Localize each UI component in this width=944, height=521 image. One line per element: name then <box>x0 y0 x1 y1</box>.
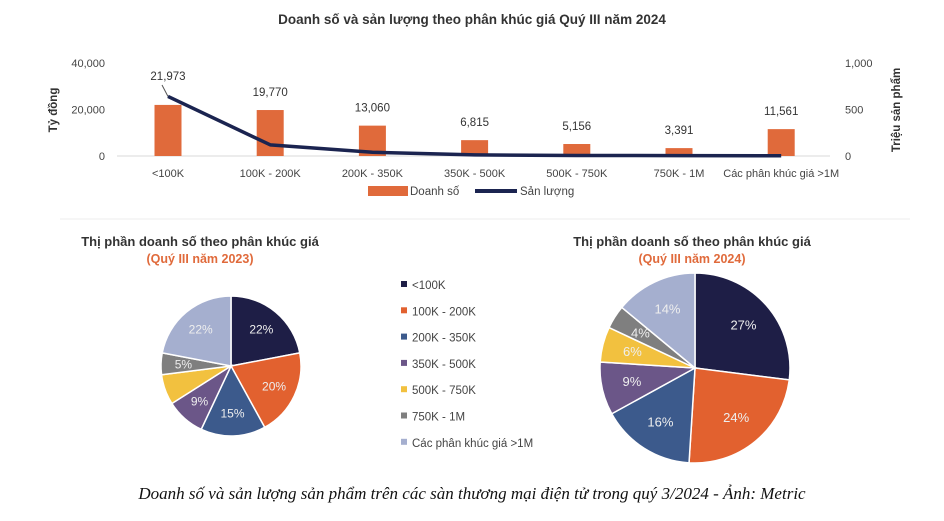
legend-label: 200K - 350K <box>412 333 476 345</box>
bar-data-label: 11,561 <box>764 106 798 118</box>
pie-data-label: 20% <box>262 379 286 393</box>
y2-tick-label: 1,000 <box>845 58 873 70</box>
x-tick-label: 350K - 500K <box>444 168 506 180</box>
bar-data-label: 21,973 <box>150 71 185 83</box>
y2-tick-label: 0 <box>845 151 851 163</box>
bar <box>461 140 489 156</box>
x-tick-label: 500K - 750K <box>546 168 608 180</box>
bar-data-label: 19,770 <box>253 87 288 99</box>
pie-data-label: 27% <box>730 317 756 332</box>
legend-label: Sản lượng <box>520 186 574 198</box>
legend-label: Các phân khúc giá >1M <box>412 438 533 450</box>
pie-subtitle: (Quý III năm 2024) <box>639 252 746 266</box>
pie-data-label: 5% <box>175 358 193 372</box>
bar-data-label: 3,391 <box>665 125 694 137</box>
x-tick-label: Các phân khúc giá >1M <box>723 168 839 180</box>
pie-slice <box>620 272 696 370</box>
pie-data-label: 4% <box>631 325 650 340</box>
pie-data-label: 24% <box>723 410 749 425</box>
pie-data-label: 9% <box>623 374 642 389</box>
legend-swatch <box>401 386 407 393</box>
x-tick-label: <100K <box>152 168 185 180</box>
pie-title: Thị phần doanh số theo phân khúc giá <box>81 234 319 249</box>
pie-slice <box>694 272 791 381</box>
pie-data-label: 22% <box>249 322 273 336</box>
legend-label: 350K - 500K <box>412 359 476 371</box>
pie-slice <box>229 352 302 429</box>
y-tick-label: 0 <box>99 151 105 163</box>
pie-data-label: 6% <box>623 344 642 359</box>
pie-data-label: 16% <box>647 415 673 430</box>
legend-swatch <box>401 281 407 287</box>
pie-slice <box>230 295 301 367</box>
pie-data-label: 22% <box>189 322 213 336</box>
bar <box>563 144 591 156</box>
pie-slice <box>688 367 791 464</box>
bar <box>154 104 182 156</box>
y-axis-label: Tỷ đồng <box>48 88 60 133</box>
pie-slice <box>161 295 232 367</box>
pie-data-label: 14% <box>654 302 680 317</box>
legend-label: 750K - 1M <box>412 412 465 424</box>
x-tick-label: 200K - 350K <box>342 168 404 180</box>
pie-data-label: 9% <box>191 395 209 409</box>
legend-swatch <box>401 412 407 419</box>
pie-title: Thị phần doanh số theo phân khúc giá <box>573 234 811 249</box>
bar-data-label: 6,815 <box>460 117 489 129</box>
legend-label: 100K - 200K <box>412 306 476 318</box>
y2-axis-label: Triệu sản phẩm <box>891 68 903 152</box>
legend-swatch <box>401 307 407 314</box>
legend-swatch <box>401 438 407 445</box>
bar-data-label: 13,060 <box>355 103 390 115</box>
pie-slice <box>610 366 696 464</box>
bar <box>256 110 284 156</box>
chart-title: Doanh số và sản lượng theo phân khúc giá… <box>278 12 666 27</box>
line-series <box>167 94 782 158</box>
caption: Doanh số và sản lượng sản phẩm trên các … <box>138 484 806 503</box>
leader-line <box>161 84 169 97</box>
bar <box>767 129 795 156</box>
bar <box>665 148 693 156</box>
pie-slice <box>200 364 266 437</box>
legend-label: Doanh số <box>410 186 460 198</box>
y2-tick-label: 500 <box>845 105 863 117</box>
x-tick-label: 100K - 200K <box>240 168 302 180</box>
legend-swatch <box>401 359 407 366</box>
legend-label: <100K <box>412 280 446 292</box>
pie-data-label: 15% <box>220 407 244 421</box>
y-tick-label: 20,000 <box>71 105 105 117</box>
legend-swatch-bar <box>368 186 408 196</box>
legend-label: 500K - 750K <box>412 385 476 397</box>
bar-data-label: 5,156 <box>562 121 591 133</box>
x-tick-label: 750K - 1M <box>654 168 705 180</box>
pie-subtitle: (Quý III năm 2023) <box>147 252 254 266</box>
y-tick-label: 40,000 <box>71 58 105 70</box>
legend-swatch <box>401 333 407 340</box>
